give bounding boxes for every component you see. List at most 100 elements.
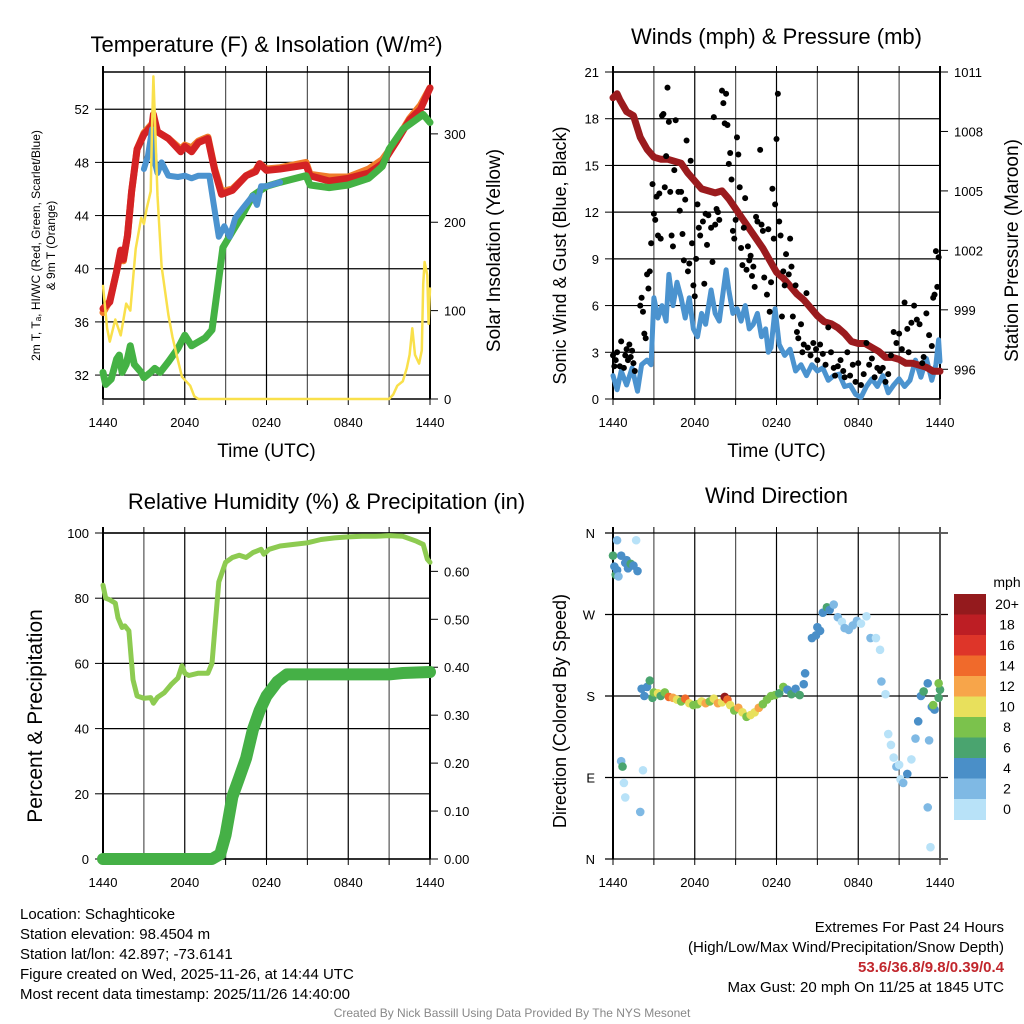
gust-point [699,218,706,225]
gust-point [935,254,942,261]
gust-point [855,360,862,367]
chart-title: Winds (mph) & Pressure (mb) [631,24,922,49]
gust-point [743,266,750,273]
gust-point [729,227,736,234]
gust-point [728,176,735,183]
gust-point [932,248,939,255]
gust-point [687,157,694,164]
gust-point [720,100,727,107]
wind-direction-point [923,803,933,812]
gust-point [642,335,649,342]
extremes-title: Extremes For Past 24 Hours [814,919,1004,936]
wind-direction-point [924,736,934,745]
gust-point [664,84,671,91]
gust-point [905,349,912,356]
y2-tick-label: 0.50 [444,612,469,627]
wind-direction-point [620,793,630,802]
gust-point [618,338,625,345]
gust-point [879,364,886,371]
gust-point [810,339,817,346]
gust-point [852,378,859,385]
gust-point [689,240,696,247]
gust-point [822,361,829,368]
wind-direction-point [889,753,898,762]
y-tick-label: 48 [75,155,89,170]
gust-point [887,352,894,359]
gust-point [882,378,889,385]
gust-point [785,271,792,278]
wind-direction-point [875,645,885,655]
y2-tick-label: 0.00 [444,852,469,867]
wind-direction-point [795,690,804,700]
extremes-panel: Extremes For Past 24 Hours (High/Low/Max… [688,918,1004,998]
gust-point [768,279,775,286]
gust-point [804,344,811,351]
gust-point [919,360,926,367]
gust-point [747,252,754,259]
gust-point [665,118,672,125]
chart-title: Wind Direction [705,483,848,508]
wind-direction-point [612,535,622,545]
y2-tick-label: 1008 [954,124,983,139]
gust-point [778,313,785,320]
y2-tick-label: 1002 [954,243,983,258]
wind-direction-point [898,778,908,788]
x-tick-label: 1440 [926,415,955,430]
y-tick-label: 12 [585,205,599,220]
x-tick-label: 1440 [926,875,955,890]
wind-direction-point [919,687,928,696]
gust-point [661,184,668,191]
gust-point [680,257,687,264]
series-sonic-wind [610,267,943,400]
gust-point [612,357,619,364]
wind-direction-point [799,679,809,689]
wind-direction-point [815,626,825,636]
legend-label: 0 [1003,801,1011,817]
gust-point [896,330,903,337]
gust-point [828,349,834,356]
gust-point [773,135,780,142]
gust-point [701,280,708,287]
gust-point [735,151,742,158]
recent-timestamp-text: Most recent data timestamp: 2025/11/26 1… [20,986,350,1003]
wind-direction-point [774,688,784,698]
gust-point [904,325,911,332]
y-tick-label: 0 [82,852,89,867]
wind-direction-point [894,760,904,770]
gust-point [657,235,664,242]
gust-point [819,350,826,357]
series-relative-humidity [100,533,433,706]
gust-point [626,341,633,348]
gust-point [799,349,806,356]
series-precipitation [97,666,436,865]
gust-point [753,213,760,220]
y2-tick-label: 0.10 [444,804,469,819]
y-tick-label: 52 [75,102,89,117]
gust-point [639,308,646,315]
gust-point [776,218,783,225]
wind-direction-point [618,762,627,771]
y2-tick-label: 300 [444,127,466,142]
legend-label: 20+ [995,596,1019,612]
legend-swatch [954,635,986,656]
gust-point [672,117,679,124]
wind-direction-point [633,566,642,576]
gust-point [789,313,796,320]
y-tick-label: 21 [585,65,599,80]
wind-direction-point [614,572,623,581]
gust-point [742,195,749,202]
gust-point [641,330,648,337]
gust-point [898,346,905,353]
y2-axis-label: Station Pressure (Maroon) [1002,139,1023,362]
gust-point [629,347,636,354]
gust-point [788,263,795,270]
y2-tick-label: 1011 [954,65,982,80]
y-tick-label: 36 [75,315,89,330]
gust-point [750,263,757,270]
gust-point [683,137,690,144]
y-tick-label: E [586,771,595,786]
gust-point [731,235,738,242]
y2-tick-label: 0.60 [444,564,469,579]
created-text: Figure created on Wed, 2025-11-26, at 14… [20,966,354,983]
